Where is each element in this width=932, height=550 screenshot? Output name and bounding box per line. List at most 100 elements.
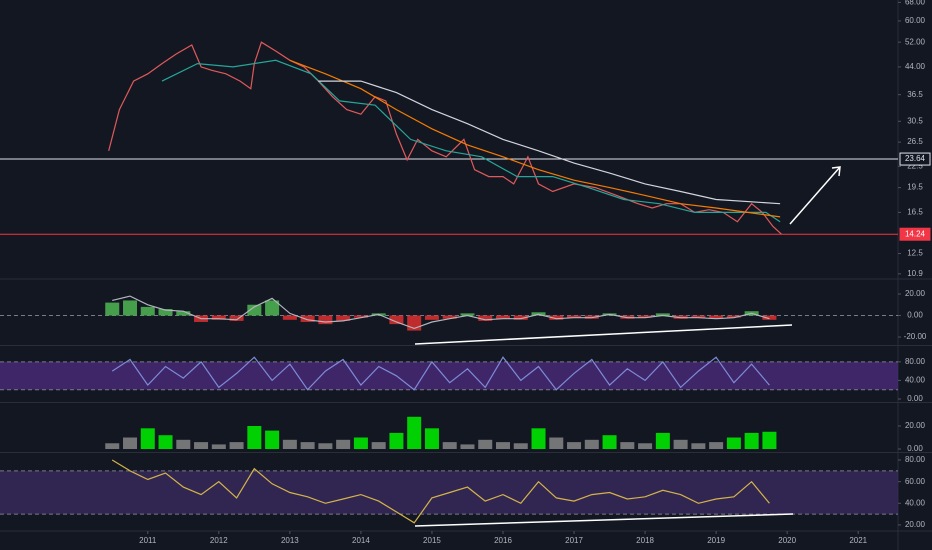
y-tick-label: 0.00 <box>907 444 923 453</box>
bar <box>584 439 599 450</box>
y-tick-label: 20.00 <box>905 289 926 298</box>
x-tick-label: 2021 <box>849 536 867 545</box>
bar <box>353 315 368 318</box>
line <box>161 59 781 223</box>
band <box>0 361 898 390</box>
bar <box>211 444 226 450</box>
bar <box>709 442 724 450</box>
bar <box>460 313 475 316</box>
bar <box>549 315 564 320</box>
bar <box>726 437 741 450</box>
line <box>111 356 770 391</box>
bar <box>744 432 759 450</box>
bar <box>709 315 724 319</box>
y-tick-label: 36.5 <box>907 90 923 99</box>
y-tick-label: 80.00 <box>905 455 926 464</box>
bar <box>300 442 315 450</box>
y-tick-label: 26.5 <box>907 137 923 146</box>
bar <box>620 442 635 450</box>
price-label: 23.64 <box>905 154 926 163</box>
x-tick-label: 2019 <box>707 536 725 545</box>
bar <box>478 439 493 450</box>
y-tick-label: 22.5 <box>907 161 923 170</box>
bar <box>424 315 439 320</box>
y-tick-label: 30.5 <box>907 116 923 125</box>
bar <box>247 304 262 316</box>
x-tick-label: 2014 <box>352 536 370 545</box>
bar <box>638 443 653 450</box>
x-tick-label: 2018 <box>636 536 654 545</box>
price-label-box <box>899 152 931 166</box>
bar <box>407 416 422 450</box>
bar <box>336 439 351 450</box>
x-tick-label: 2013 <box>281 536 299 545</box>
bar <box>602 435 617 450</box>
bar <box>567 315 582 318</box>
y-tick-label: 20.00 <box>905 520 926 529</box>
bar <box>123 437 138 450</box>
x-tick-label: 2011 <box>139 536 157 545</box>
bar <box>105 302 120 316</box>
trend-line <box>414 513 794 527</box>
y-tick-label: 0.00 <box>907 394 923 403</box>
y-tick-label: 60.00 <box>905 477 926 486</box>
y-tick-label: 44.00 <box>905 62 926 71</box>
bar <box>176 439 191 450</box>
bar <box>460 444 475 450</box>
bar <box>105 443 120 450</box>
bar <box>691 315 706 318</box>
bar <box>176 311 191 316</box>
x-tick-label: 2015 <box>423 536 441 545</box>
bar <box>691 443 706 450</box>
bar <box>513 443 528 450</box>
x-tick-label: 2020 <box>778 536 796 545</box>
y-tick-label: 40.00 <box>905 376 926 385</box>
y-tick-label: -20.00 <box>904 332 927 341</box>
y-tick-label: 80.00 <box>905 357 926 366</box>
bar <box>513 315 528 320</box>
line <box>318 80 781 205</box>
y-tick-label: 12.5 <box>907 249 923 258</box>
bar <box>140 306 155 316</box>
bar <box>158 309 173 316</box>
x-tick-label: 2012 <box>210 536 228 545</box>
y-tick-label: 10.9 <box>907 269 923 278</box>
bar <box>282 315 297 320</box>
bar <box>371 442 386 450</box>
bar <box>478 315 493 321</box>
bar <box>762 315 777 320</box>
bar <box>194 442 209 450</box>
line <box>108 41 782 235</box>
bar <box>300 315 315 322</box>
bar <box>265 430 280 450</box>
bar <box>353 437 368 450</box>
bar <box>424 428 439 450</box>
bar <box>495 442 510 450</box>
bar <box>549 437 564 450</box>
y-tick-label: 16.5 <box>907 207 923 216</box>
bar <box>655 432 670 450</box>
bar <box>531 428 546 450</box>
bar <box>389 315 404 325</box>
bar <box>211 315 226 320</box>
bar <box>229 315 244 321</box>
arrow-head <box>831 166 841 177</box>
x-tick-label: 2017 <box>565 536 583 545</box>
y-tick-label: 60.00 <box>905 16 926 25</box>
bar <box>495 315 510 319</box>
line <box>111 459 770 524</box>
arrow <box>789 166 841 225</box>
bar <box>123 300 138 316</box>
bar <box>318 443 333 450</box>
bar <box>655 313 670 316</box>
y-tick-label: 20.00 <box>905 421 926 430</box>
bar <box>158 435 173 450</box>
y-tick-label: 40.00 <box>905 498 926 507</box>
x-tick-label: 2016 <box>494 536 512 545</box>
trend-line <box>414 324 793 345</box>
bar <box>140 428 155 450</box>
line <box>112 295 770 330</box>
price-label-box <box>899 227 931 241</box>
